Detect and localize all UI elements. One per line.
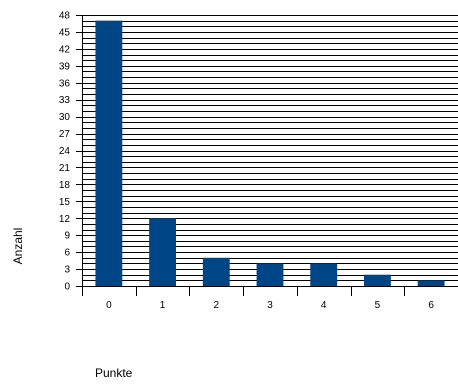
y-tick-label: 30 (59, 112, 71, 123)
y-tick-label: 18 (59, 180, 71, 191)
y-tick-label: 48 (59, 11, 71, 22)
x-tick-labels: 0 1 2 3 4 5 6 (106, 300, 434, 311)
bar-3 (256, 263, 284, 286)
y-tick-label: 9 (64, 231, 70, 242)
y-tick-label: 0 (64, 282, 70, 293)
bar-4 (310, 263, 338, 286)
bar-0 (95, 20, 123, 286)
bar-1 (149, 218, 176, 286)
y-tick-label: 6 (64, 248, 70, 259)
y-tick-label: 36 (59, 78, 71, 89)
gridlines (82, 15, 458, 281)
bars (95, 20, 445, 286)
y-tick-label: 12 (59, 214, 71, 225)
y-tick-label: 27 (59, 129, 71, 140)
y-tick-label: 21 (59, 163, 71, 174)
y-tick-label: 3 (64, 265, 70, 276)
y-tick-label: 33 (59, 95, 71, 106)
y-tick-label: 15 (59, 197, 71, 208)
x-tick-label: 5 (375, 300, 381, 311)
y-axis-title: Anzahl (11, 228, 25, 265)
x-tick-label: 1 (160, 300, 166, 311)
x-tick-label: 2 (214, 300, 220, 311)
x-axis-title: Punkte (95, 366, 133, 380)
bar-6 (417, 280, 445, 286)
x-tick-label: 3 (267, 300, 273, 311)
x-tick-label: 0 (106, 300, 112, 311)
axes (82, 15, 458, 296)
y-tick-label: 42 (59, 44, 71, 55)
x-tick-label: 4 (321, 300, 327, 311)
bar-2 (202, 257, 230, 286)
y-tick-label: 39 (59, 61, 71, 72)
x-tick-label: 6 (428, 300, 434, 311)
y-tick-label: 45 (59, 27, 71, 38)
y-tick-label: 24 (59, 146, 71, 157)
bar-5 (364, 274, 391, 286)
